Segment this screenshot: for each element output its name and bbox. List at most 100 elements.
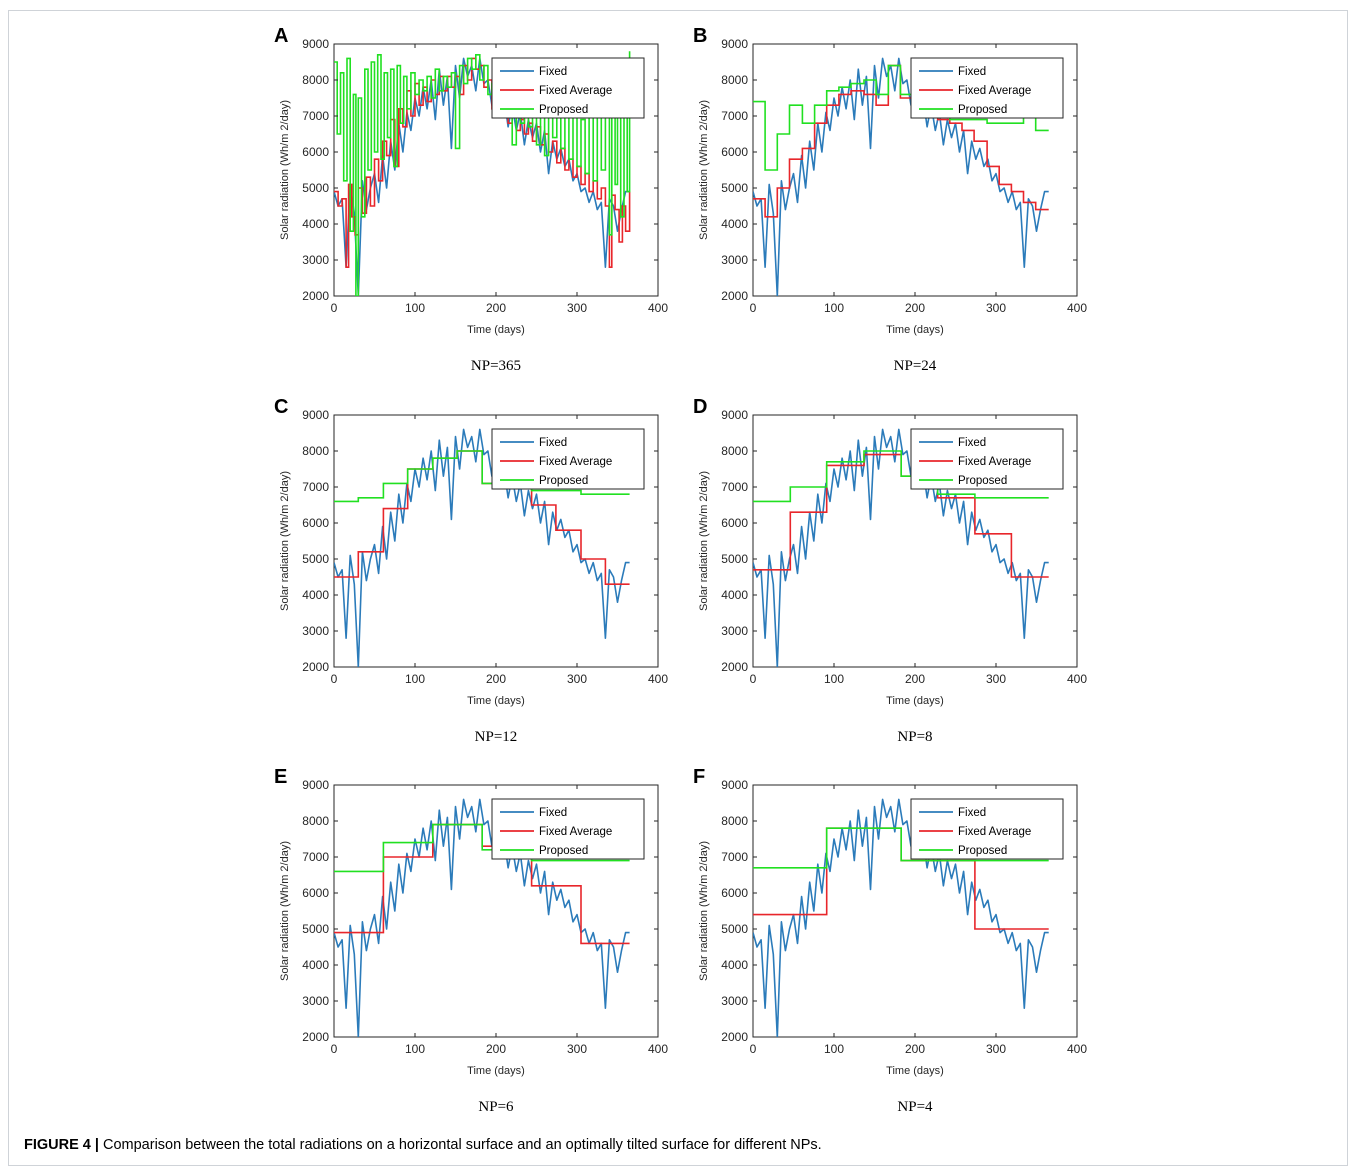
y-tick-label: 2000 (721, 1030, 748, 1044)
x-tick-label: 200 (905, 301, 925, 315)
x-tick-label: 200 (486, 301, 506, 315)
y-tick-label: 3000 (721, 253, 748, 267)
x-axis-label: Time (days) (886, 695, 944, 707)
legend-label-fixed: Fixed (958, 437, 986, 449)
y-tick-label: 5000 (302, 552, 329, 566)
y-tick-label: 3000 (721, 994, 748, 1008)
x-tick-label: 300 (986, 1042, 1006, 1056)
y-tick-label: 8000 (721, 814, 748, 828)
y-tick-label: 7000 (721, 850, 748, 864)
legend-label-fixed: Fixed (958, 66, 986, 78)
legend: Fixed Fixed Average Proposed (491, 428, 645, 490)
y-tick-label: 5000 (302, 181, 329, 195)
y-tick-label: 6000 (721, 886, 748, 900)
y-tick-label: 6000 (302, 886, 329, 900)
series-fixed-line (753, 428, 1049, 667)
legend-label-fixed-average: Fixed Average (958, 456, 1031, 468)
plot-lines (753, 798, 1049, 1037)
x-axis-label: Time (days) (467, 1065, 525, 1077)
y-tick-label: 5000 (721, 922, 748, 936)
x-tick-label: 400 (1067, 301, 1087, 315)
panel-subtitle: NP=4 (897, 1099, 933, 1115)
y-tick-label: 9000 (721, 778, 748, 792)
x-tick-label: 100 (405, 1042, 425, 1056)
legend-label-fixed: Fixed (539, 66, 567, 78)
panel-a: A 0 100 200 300 400 2000 3000 4000 5000 6000 7000 80… (274, 25, 668, 374)
caption-label: FIGURE 4 | (24, 1137, 99, 1153)
legend-label-proposed: Proposed (958, 475, 1007, 487)
panel-subtitle: NP=24 (894, 358, 937, 374)
y-tick-label: 9000 (302, 778, 329, 792)
y-tick-label: 2000 (721, 660, 748, 674)
x-tick-label: 300 (567, 301, 587, 315)
y-tick-label: 9000 (302, 37, 329, 51)
panel-letter: B (693, 25, 707, 47)
x-tick-label: 0 (750, 1042, 757, 1056)
x-tick-label: 0 (331, 672, 338, 686)
panel-letter: F (693, 766, 705, 788)
y-tick-label: 5000 (721, 181, 748, 195)
plot-lines (334, 798, 630, 1037)
panel-letter: A (274, 25, 288, 47)
legend-label-proposed: Proposed (539, 104, 588, 116)
y-tick-label: 9000 (721, 408, 748, 422)
panel-subtitle: NP=6 (478, 1099, 514, 1115)
legend-label-fixed-average: Fixed Average (539, 456, 612, 468)
x-tick-label: 300 (567, 1042, 587, 1056)
x-tick-label: 200 (486, 672, 506, 686)
series-proposed-line (334, 450, 630, 503)
legend-box (910, 428, 1064, 490)
legend-label-fixed: Fixed (958, 807, 986, 819)
legend-label-proposed: Proposed (539, 845, 588, 857)
x-tick-label: 400 (648, 1042, 668, 1056)
legend: Fixed Fixed Average Proposed (491, 57, 645, 119)
y-tick-label: 3000 (302, 994, 329, 1008)
x-tick-label: 100 (824, 672, 844, 686)
legend: Fixed Fixed Average Proposed (910, 428, 1064, 490)
panel-c: C 0 100 200 300 400 2000 3000 4000 5000 6000 7000 80… (274, 396, 668, 745)
y-tick-label: 9000 (721, 37, 748, 51)
y-tick-label: 6000 (721, 145, 748, 159)
panel-subtitle: NP=8 (897, 729, 932, 745)
y-tick-label: 2000 (302, 1030, 329, 1044)
y-tick-label: 3000 (721, 624, 748, 638)
series-proposed-line (753, 64, 1049, 171)
x-tick-label: 100 (824, 301, 844, 315)
y-axis-label: Solar radiation (Wh/m 2/day) (279, 471, 291, 611)
x-tick-label: 400 (1067, 672, 1087, 686)
figure-frame (8, 10, 1348, 1166)
y-axis-label: Solar radiation (Wh/m 2/day) (698, 841, 710, 981)
y-tick-label: 4000 (302, 217, 329, 231)
legend-box (910, 798, 1064, 860)
legend-label-fixed: Fixed (539, 437, 567, 449)
y-tick-label: 4000 (302, 588, 329, 602)
panel-d: D 0 100 200 300 400 2000 3000 4000 5000 6000 7000 80… (693, 396, 1087, 745)
x-tick-label: 100 (824, 1042, 844, 1056)
x-tick-label: 300 (986, 301, 1006, 315)
y-tick-label: 6000 (302, 516, 329, 530)
x-tick-label: 400 (1067, 1042, 1087, 1056)
legend: Fixed Fixed Average Proposed (910, 57, 1064, 119)
panel-subtitle: NP=12 (475, 729, 518, 745)
y-tick-label: 4000 (721, 958, 748, 972)
y-tick-label: 4000 (721, 217, 748, 231)
legend-label-proposed: Proposed (958, 845, 1007, 857)
y-tick-label: 3000 (302, 253, 329, 267)
x-tick-label: 300 (986, 672, 1006, 686)
y-tick-label: 5000 (721, 552, 748, 566)
legend: Fixed Fixed Average Proposed (910, 798, 1064, 860)
x-tick-label: 0 (750, 301, 757, 315)
y-tick-label: 4000 (302, 958, 329, 972)
y-tick-label: 8000 (721, 73, 748, 87)
x-tick-label: 200 (486, 1042, 506, 1056)
legend: Fixed Fixed Average Proposed (491, 798, 645, 860)
plot-lines (753, 57, 1049, 296)
y-tick-label: 7000 (721, 109, 748, 123)
y-axis-label: Solar radiation (Wh/m 2/day) (279, 841, 291, 981)
y-tick-label: 3000 (302, 624, 329, 638)
legend-box (491, 57, 645, 119)
figure-caption: FIGURE 4 | Comparison between the total … (24, 1137, 822, 1153)
legend-box (491, 428, 645, 490)
x-tick-label: 400 (648, 672, 668, 686)
